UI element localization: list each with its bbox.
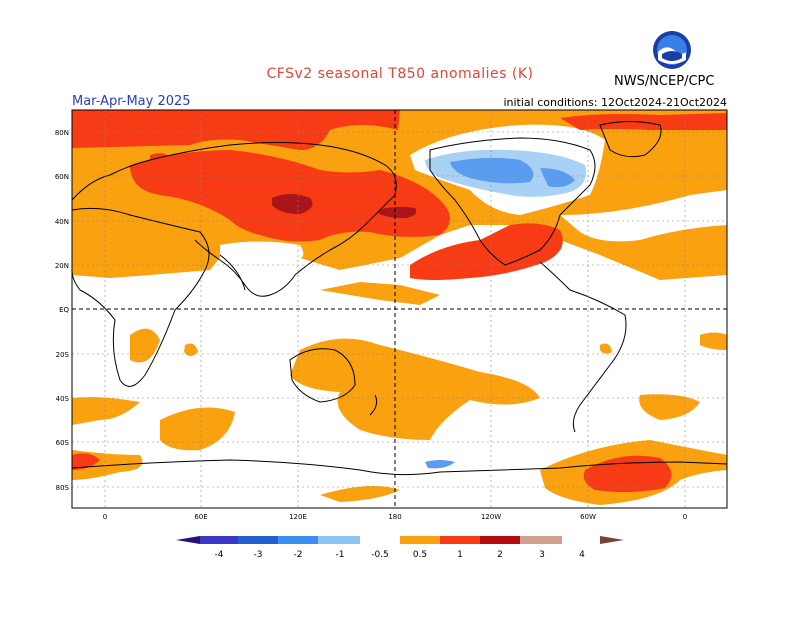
agency-label: NWS/NCEP/CPC xyxy=(614,74,715,89)
colorbar-segment xyxy=(520,536,562,544)
cool-anomaly-regions xyxy=(425,149,586,469)
season-label: Mar-Apr-May 2025 xyxy=(72,94,191,109)
lon-label: 0 xyxy=(103,513,107,521)
noaa-logo-icon xyxy=(653,31,691,69)
colorbar-right-arrow xyxy=(600,536,624,544)
colorbar-label: 0.5 xyxy=(413,550,427,560)
colorbar-label: -1 xyxy=(336,550,345,560)
lon-label: 0 xyxy=(683,513,687,521)
colorbar-segment xyxy=(200,536,238,544)
colorbar-label: -2 xyxy=(294,550,303,560)
colorbar-label: 2 xyxy=(497,550,503,560)
lat-label: 80S xyxy=(56,484,70,492)
lat-label: EQ xyxy=(59,306,69,314)
lon-label: 60W xyxy=(580,513,596,521)
lat-label: 60S xyxy=(56,439,70,447)
colorbar-segment xyxy=(238,536,278,544)
lat-label: 20S xyxy=(56,351,70,359)
colorbar-label: 4 xyxy=(579,550,585,560)
colorbar-segment xyxy=(480,536,520,544)
longitude-labels: 0 60E 120E 180 120W 60W 0 xyxy=(103,513,687,521)
colorbar-label: -3 xyxy=(254,550,263,560)
initial-conditions-label: initial conditions: 12Oct2024-21Oct2024 xyxy=(503,96,727,109)
colorbar-label: 1 xyxy=(457,550,463,560)
map-title: CFSv2 seasonal T850 anomalies (K) xyxy=(266,66,534,82)
colorbar: -4 -3 -2 -1 -0.5 0.5 1 2 3 4 xyxy=(176,536,624,560)
lat-label: 80N xyxy=(55,129,69,137)
colorbar-label: -4 xyxy=(215,550,224,560)
lon-label: 120E xyxy=(289,513,307,521)
colorbar-segment xyxy=(400,536,440,544)
graticule xyxy=(72,110,727,508)
colorbar-label: 3 xyxy=(539,550,545,560)
latitude-labels: 80N 60N 40N 20N EQ 20S 40S 60S 80S xyxy=(55,129,70,492)
colorbar-segment xyxy=(360,536,400,544)
reference-lines xyxy=(72,110,727,508)
lat-label: 20N xyxy=(55,262,69,270)
lat-label: 40N xyxy=(55,218,69,226)
colorbar-label: -0.5 xyxy=(371,550,389,560)
lon-label: 180 xyxy=(388,513,401,521)
map-frame xyxy=(71,109,728,509)
coastlines xyxy=(72,121,727,476)
colorbar-segment xyxy=(318,536,360,544)
lat-label: 60N xyxy=(55,173,69,181)
lat-label: 40S xyxy=(56,395,70,403)
strong-warm-anomaly-regions xyxy=(272,194,417,218)
colorbar-segment xyxy=(278,536,318,544)
lon-label: 120W xyxy=(481,513,501,521)
colorbar-left-arrow xyxy=(176,536,200,544)
lon-label: 60E xyxy=(194,513,207,521)
anomaly-field xyxy=(72,110,727,508)
colorbar-segment xyxy=(440,536,480,544)
